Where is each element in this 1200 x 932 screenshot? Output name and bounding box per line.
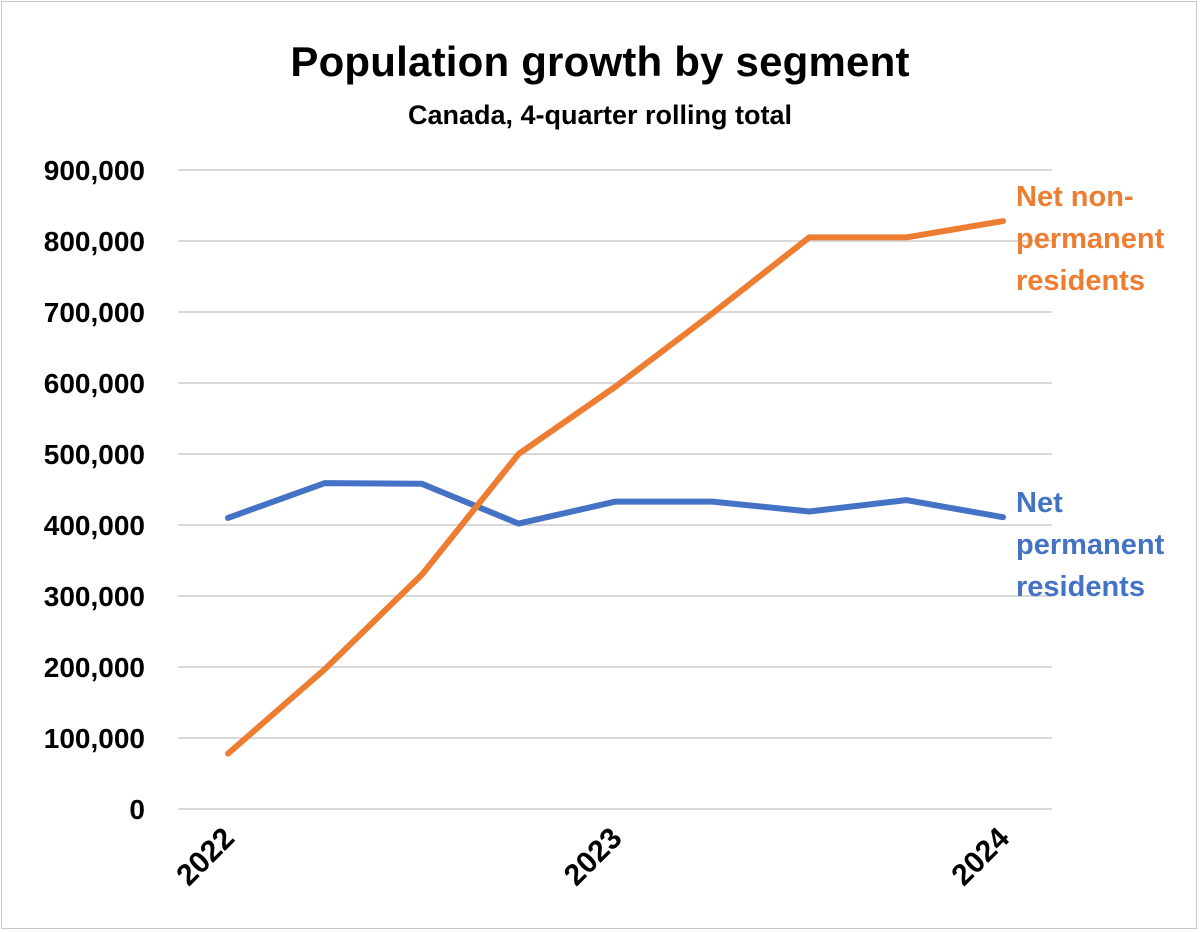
chart-title: Population growth by segment bbox=[290, 38, 910, 85]
chart-subtitle: Canada, 4-quarter rolling total bbox=[407, 100, 793, 130]
y-tick-label: 100,000 bbox=[44, 723, 145, 754]
label-net-permanent-residents: Net bbox=[1016, 487, 1063, 519]
y-axis: 0 100,000 200,000 300,000 400,000 500,000 600,… bbox=[44, 155, 145, 825]
y-tick-label: 400,000 bbox=[44, 510, 145, 541]
label-net-permanent-residents: residents bbox=[1016, 571, 1145, 603]
x-axis: 2022 2023 2024 bbox=[170, 821, 1016, 892]
gridlines bbox=[178, 169, 1052, 810]
y-tick-label: 200,000 bbox=[44, 652, 145, 683]
x-tick-label: 2022 bbox=[170, 822, 241, 893]
label-net-non-permanent-residents: Net non- bbox=[1016, 181, 1134, 213]
x-tick-label: 2023 bbox=[558, 822, 629, 893]
label-net-non-permanent-residents: permanent bbox=[1016, 223, 1165, 255]
y-tick-label: 800,000 bbox=[44, 226, 145, 257]
y-tick-label: 500,000 bbox=[44, 439, 145, 470]
y-tick-label: 700,000 bbox=[44, 297, 145, 328]
y-tick-label: 0 bbox=[129, 794, 145, 825]
series-line-net-permanent-residents bbox=[225, 480, 1006, 527]
series-lines bbox=[225, 218, 1006, 757]
label-net-permanent-residents: permanent bbox=[1016, 529, 1165, 561]
y-tick-label: 300,000 bbox=[44, 581, 145, 612]
series-line-net-non-permanent-residents bbox=[225, 218, 1006, 757]
label-net-non-permanent-residents: residents bbox=[1016, 265, 1145, 297]
y-tick-label: 900,000 bbox=[44, 155, 145, 186]
y-tick-label: 600,000 bbox=[44, 368, 145, 399]
x-tick-label: 2024 bbox=[945, 821, 1016, 892]
series-labels: Net non-permanent residents Net permanent re… bbox=[1016, 181, 1165, 603]
